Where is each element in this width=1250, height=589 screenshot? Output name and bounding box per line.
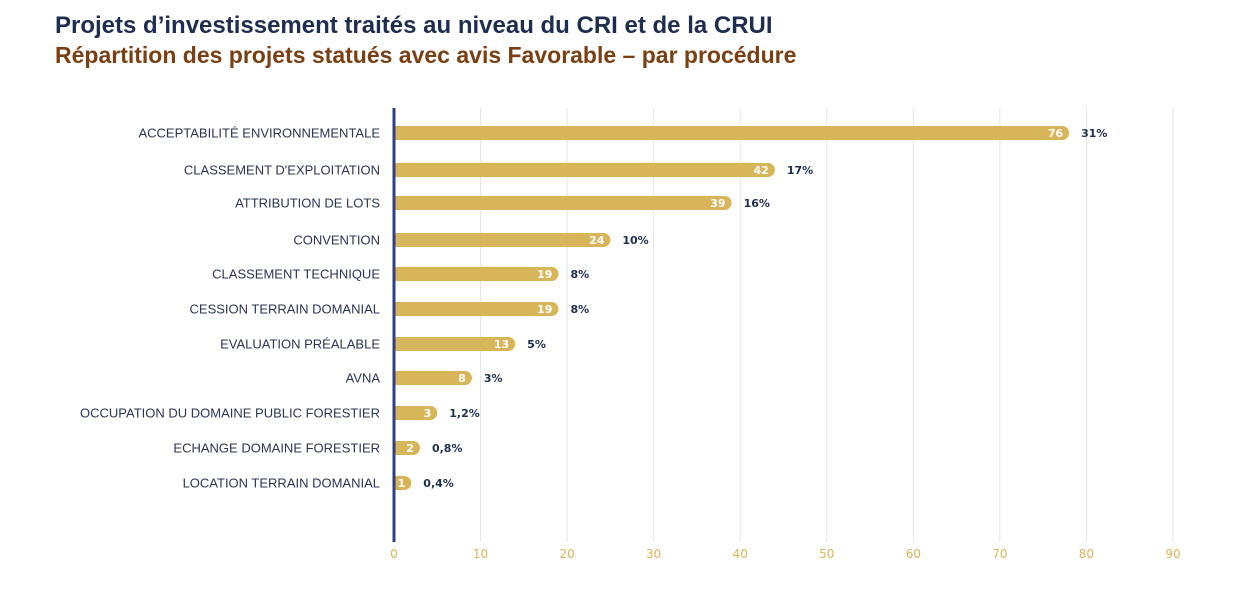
bar-base (394, 267, 401, 281)
category-label: AVNA (346, 371, 381, 386)
category-label: CLASSEMENT TECHNIQUE (212, 267, 380, 282)
category-labels: ACCEPTABILITÉ ENVIRONNEMENTALE CLASSEMENT… (80, 126, 380, 491)
bar-value-label: 3 (424, 407, 432, 420)
x-tick-label: 0 (390, 547, 398, 561)
category-label: CESSION TERRAIN DOMANIAL (190, 302, 380, 317)
bar-base (394, 163, 401, 177)
bar-base (394, 126, 401, 140)
bar-percent-label: 5% (527, 338, 546, 351)
bar-value-label: 19 (537, 268, 552, 281)
x-tick-label: 60 (906, 547, 921, 561)
bar-percent-label: 16% (744, 197, 770, 210)
bar-percent-label: 31% (1081, 127, 1107, 140)
bar (394, 337, 516, 351)
bar (394, 267, 559, 281)
bar-base (394, 371, 401, 385)
bar-base (394, 476, 401, 490)
bar-base (394, 441, 401, 455)
category-label: ECHANGE DOMAINE FORESTIER (173, 441, 380, 456)
x-tick-label: 20 (559, 547, 574, 561)
x-tick-label: 50 (819, 547, 834, 561)
bar-base (394, 302, 401, 316)
bar-value-label: 39 (710, 197, 725, 210)
bar-value-label: 1 (398, 477, 406, 490)
x-tick-label: 80 (1079, 547, 1094, 561)
bar-value-label: 42 (754, 164, 769, 177)
bar-percent-label: 3% (484, 372, 503, 385)
category-label: ATTRIBUTION DE LOTS (235, 196, 380, 211)
bar-percent-label: 0,4% (423, 477, 454, 490)
bar-percent-label: 8% (570, 303, 589, 316)
x-tick-label: 30 (646, 547, 661, 561)
bar-percent-label: 0,8% (432, 442, 463, 455)
bar-base (394, 196, 401, 210)
category-label: CLASSEMENT D'EXPLOITATION (184, 163, 380, 178)
bar-percent-label: 8% (570, 268, 589, 281)
bar-percent-label: 1,2% (449, 407, 480, 420)
bar (394, 406, 438, 420)
bar-base (394, 406, 401, 420)
bar-percent-label: 10% (622, 234, 648, 247)
chart-subtitle: Répartition des projets statués avec avi… (55, 42, 797, 68)
bar-value-label: 76 (1048, 127, 1064, 140)
bar (394, 302, 559, 316)
x-tick-label: 70 (992, 547, 1007, 561)
bar-value-label: 8 (458, 372, 466, 385)
category-label: LOCATION TERRAIN DOMANIAL (183, 476, 380, 491)
bar-base (394, 337, 401, 351)
x-axis-ticks: 0 10 20 30 40 50 60 70 80 90 (390, 547, 1180, 561)
gridlines (480, 108, 1174, 542)
bar-base (394, 233, 401, 247)
bar-value-label: 2 (406, 442, 414, 455)
bar-value-label: 24 (589, 234, 605, 247)
bar (394, 196, 732, 210)
category-label: EVALUATION PRÉALABLE (220, 337, 380, 352)
category-label: ACCEPTABILITÉ ENVIRONNEMENTALE (138, 126, 380, 141)
category-label: OCCUPATION DU DOMAINE PUBLIC FORESTIER (80, 406, 380, 421)
x-tick-label: 40 (733, 547, 748, 561)
category-label: CONVENTION (293, 233, 380, 248)
bar (394, 163, 775, 177)
bar (394, 371, 472, 385)
bar (394, 126, 1070, 140)
chart-title: Projets d’investissement traités au nive… (55, 12, 773, 39)
bar-value-label: 19 (537, 303, 552, 316)
x-tick-label: 90 (1165, 547, 1180, 561)
bars: 76 31% 42 17% 39 16% 24 10% 19 8% 19 8% 13 5% 8 3% 3 1,2%… (394, 126, 1107, 490)
bar-percent-label: 17% (787, 164, 813, 177)
x-tick-label: 10 (473, 547, 488, 561)
bar (394, 233, 611, 247)
bar-value-label: 13 (494, 338, 509, 351)
